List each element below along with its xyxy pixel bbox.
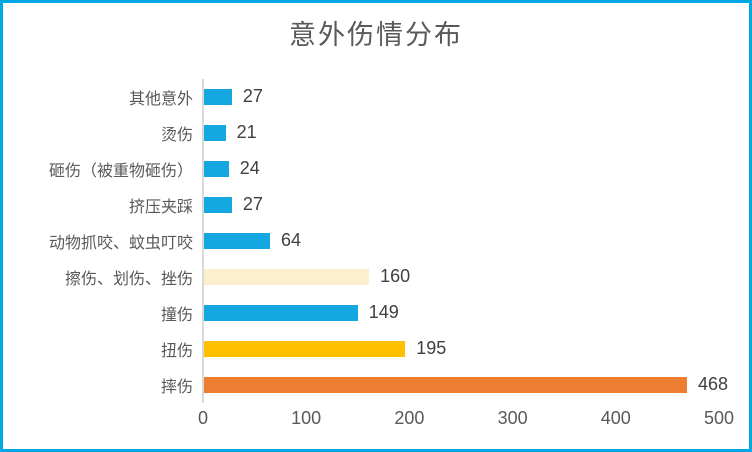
bar-track: 195: [202, 330, 720, 367]
category-label: 其他意外: [128, 90, 193, 108]
bar-track: 27: [202, 186, 720, 223]
bar-track: 149: [202, 294, 720, 331]
bar: [204, 340, 406, 357]
value-label: 27: [242, 194, 263, 215]
chart-row: 砸伤（被重物砸伤） 24: [3, 150, 749, 187]
bar-track: 24: [202, 150, 720, 187]
value-label: 27: [242, 86, 263, 107]
category-label: 摔伤: [160, 378, 193, 396]
bar: [204, 124, 226, 141]
category-label: 挤压夹踩: [128, 198, 193, 216]
category-label: 动物抓咬、蚊虫叮咬: [48, 234, 193, 252]
bar: [204, 232, 271, 249]
bar-chart-rows: 其他意外 27 烫伤 21 砸伤（被重物砸伤） 24 挤压夹踩 27 动物抓咬、蚊虫叮咬 64 擦伤…: [3, 78, 749, 403]
bar: [204, 268, 370, 285]
x-axis-tick-label: 100: [291, 407, 322, 428]
bar: [204, 160, 229, 177]
x-axis: 0 100 200 300 400 500: [198, 407, 734, 430]
value-label: 160: [380, 266, 411, 287]
value-label: 468: [697, 374, 729, 395]
bar-track: 27: [202, 78, 720, 115]
chart-row: 摔伤 468: [3, 366, 749, 403]
value-label: 24: [239, 158, 260, 179]
chart-row: 撞伤 149: [3, 294, 749, 331]
category-label: 撞伤: [160, 306, 193, 324]
bar-track: 21: [202, 114, 720, 151]
chart-row: 扭伤 195: [3, 330, 749, 367]
bar: [204, 196, 232, 213]
category-label: 扭伤: [160, 342, 193, 360]
bar-track: 160: [202, 258, 720, 295]
chart-row: 挤压夹踩 27: [3, 186, 749, 223]
x-axis-tick-label: 500: [703, 407, 735, 428]
x-axis-tick-label: 200: [394, 407, 425, 428]
x-axis-tick-label: 0: [197, 407, 209, 428]
bar: [204, 88, 232, 105]
chart-title: 意外伤情分布: [289, 20, 463, 50]
bar: [204, 304, 358, 321]
value-label: 195: [416, 338, 447, 359]
bar: [204, 376, 687, 393]
chart-row: 其他意外 27: [3, 78, 749, 115]
x-axis-tick-label: 400: [600, 407, 631, 428]
chart-row: 烫伤 21: [3, 114, 749, 151]
category-label: 烫伤: [160, 126, 193, 144]
chart-row: 动物抓咬、蚊虫叮咬 64: [3, 222, 749, 259]
value-label: 149: [368, 302, 399, 323]
value-label: 64: [281, 230, 302, 251]
value-label: 21: [236, 122, 257, 143]
bar-track: 64: [202, 222, 720, 259]
x-axis-tick-label: 300: [497, 407, 528, 428]
bar-track: 468: [202, 366, 728, 403]
category-label: 砸伤（被重物砸伤）: [48, 162, 193, 180]
chart-row: 擦伤、划伤、挫伤 160: [3, 258, 749, 295]
category-label: 擦伤、划伤、挫伤: [64, 270, 193, 288]
